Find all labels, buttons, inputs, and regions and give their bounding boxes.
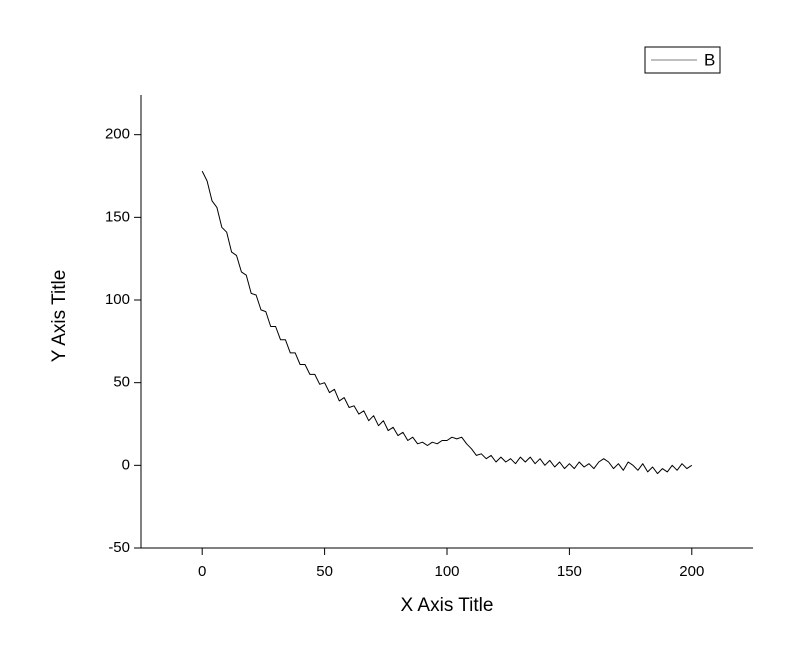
x-tick-label: 0 <box>198 563 206 580</box>
data-line <box>201 170 693 475</box>
y-tick-label: 100 <box>105 291 130 308</box>
y-tick-label: -50 <box>108 539 130 556</box>
x-tick-label: 150 <box>557 563 582 580</box>
x-tick-label: 100 <box>434 563 459 580</box>
y-axis-title: Y Axis Title <box>49 270 70 363</box>
y-tick-label: 0 <box>122 456 130 473</box>
legend-label: B <box>704 50 715 69</box>
y-tick-label: 50 <box>113 374 130 391</box>
x-tick-label: 50 <box>316 563 333 580</box>
x-axis-title: X Axis Title <box>401 595 494 616</box>
y-tick-label: 150 <box>105 208 130 225</box>
y-tick-label: 200 <box>105 126 130 143</box>
x-tick-label: 200 <box>679 563 704 580</box>
